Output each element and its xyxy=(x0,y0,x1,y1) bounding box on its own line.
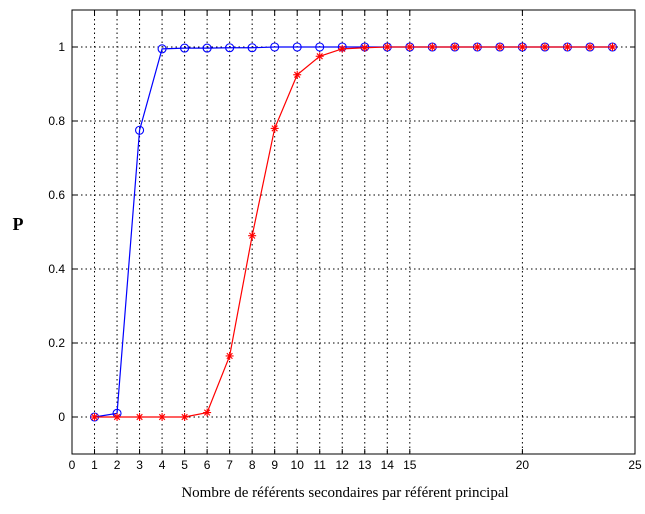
x-tick-label: 20 xyxy=(516,458,530,472)
series-2-point xyxy=(248,231,257,240)
x-tick-label: 4 xyxy=(159,458,166,472)
star-stroke xyxy=(136,413,143,421)
series-1-point xyxy=(247,43,257,53)
x-tick-label: 1 xyxy=(91,458,98,472)
series-2-point xyxy=(405,43,414,51)
y-tick-label: 1 xyxy=(58,40,65,54)
series-2-point xyxy=(495,43,504,51)
star-stroke xyxy=(474,43,481,51)
axes-frame xyxy=(71,9,636,455)
grid-layer xyxy=(72,10,635,454)
series-2-point xyxy=(203,408,212,417)
x-tick-label: 25 xyxy=(628,458,642,472)
star-stroke xyxy=(113,413,121,421)
x-tick-label: 5 xyxy=(181,458,188,472)
x-tick-label: 6 xyxy=(204,458,211,472)
star-stroke xyxy=(181,413,188,421)
y-tick-label: 0.6 xyxy=(48,188,65,202)
star-stroke xyxy=(609,43,616,51)
star-stroke xyxy=(406,43,413,51)
x-tick-label: 13 xyxy=(358,458,372,472)
x-tick-label: 11 xyxy=(313,458,326,472)
series-2-point xyxy=(315,52,324,61)
x-tick-label: 2 xyxy=(114,458,121,472)
series-2-point xyxy=(585,43,594,51)
star-stroke xyxy=(451,43,459,51)
series-1-point xyxy=(292,42,302,52)
series-2-point xyxy=(428,43,437,51)
series-2-point xyxy=(563,43,572,51)
star-stroke xyxy=(384,43,391,51)
series-2-point xyxy=(540,43,549,51)
star-stroke xyxy=(586,43,594,51)
y-tick-label: 0.2 xyxy=(48,336,65,350)
star-stroke xyxy=(361,44,368,51)
series-2-point xyxy=(293,70,302,79)
star-stroke xyxy=(541,43,549,51)
star-stroke xyxy=(519,43,526,51)
star-stroke xyxy=(339,45,346,53)
x-tick-label: 7 xyxy=(226,458,233,472)
x-tick-label: 12 xyxy=(336,458,350,472)
series-1-line xyxy=(94,46,613,418)
x-tick-label: 3 xyxy=(136,458,143,472)
star-stroke xyxy=(248,232,256,239)
star-stroke xyxy=(564,43,571,51)
x-tick-label: 8 xyxy=(249,458,256,472)
series-1-point xyxy=(225,43,235,53)
star-stroke xyxy=(271,125,278,132)
series-2-line xyxy=(94,46,613,418)
star-stroke xyxy=(203,409,211,416)
star-stroke xyxy=(91,413,98,421)
star-stroke xyxy=(429,43,436,51)
y-tick-label: 0.4 xyxy=(48,262,65,276)
series-2-point xyxy=(270,124,279,133)
series-2-point xyxy=(383,43,392,51)
series-2-point xyxy=(113,413,122,421)
x-tick-label: 15 xyxy=(403,458,417,472)
series-2-point xyxy=(608,43,617,51)
series-2-point xyxy=(518,43,527,51)
x-tick-label: 10 xyxy=(291,458,305,472)
series-1-point xyxy=(180,43,190,53)
series-2-point xyxy=(90,413,99,421)
x-tick-label: 9 xyxy=(271,458,278,472)
x-tick-label: 0 xyxy=(69,458,76,472)
series-2-point xyxy=(360,43,369,52)
x-axis-label: Nombre de référents secondaires par réfé… xyxy=(181,485,508,501)
star-stroke xyxy=(316,53,323,60)
series-2-point xyxy=(473,43,482,51)
series-2-point xyxy=(135,413,144,421)
star-stroke xyxy=(158,413,166,421)
star-stroke xyxy=(226,352,233,360)
series-2-point xyxy=(158,413,167,421)
series-1-point xyxy=(135,125,145,135)
y-tick-label: 0.8 xyxy=(48,114,65,128)
series-1-point xyxy=(315,42,325,52)
star-stroke xyxy=(496,43,504,51)
x-tick-label: 14 xyxy=(381,458,395,472)
series-layer xyxy=(89,42,618,422)
series-1-point xyxy=(202,43,212,53)
series-2-point xyxy=(180,413,189,421)
series-2-point xyxy=(338,44,347,53)
series-2-point xyxy=(450,43,459,51)
y-axis-label: P xyxy=(13,214,24,234)
series-1-point xyxy=(157,44,167,54)
star-stroke xyxy=(294,71,301,78)
y-tick-label: 0 xyxy=(58,410,65,424)
series-1-point xyxy=(270,42,280,52)
series-2-point xyxy=(225,351,234,360)
